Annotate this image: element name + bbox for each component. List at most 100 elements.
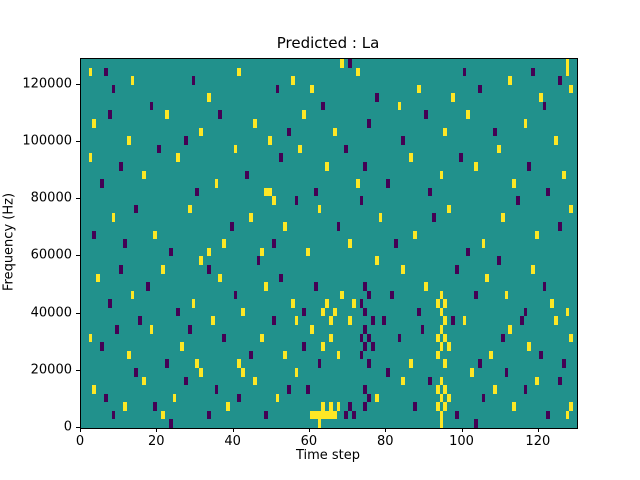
x-tick-mark xyxy=(308,428,310,432)
heatmap-cell-high xyxy=(294,316,299,326)
heatmap-cell-high xyxy=(325,161,329,171)
heatmap-cell-low xyxy=(546,410,551,420)
heatmap-cell-high xyxy=(569,333,574,343)
heatmap-cell-high xyxy=(126,136,131,145)
heatmap-cell-high xyxy=(187,204,192,214)
heatmap-cell-high xyxy=(435,299,440,308)
heatmap-cell-high xyxy=(565,67,570,77)
heatmap-cell-high xyxy=(439,290,444,300)
heatmap-cell-high xyxy=(332,127,337,137)
heatmap-cell-high xyxy=(409,153,413,162)
chart-title: Predicted : La xyxy=(276,34,380,52)
heatmap-cell-high xyxy=(348,316,352,326)
heatmap-cell-high xyxy=(451,93,455,102)
heatmap-cell-high xyxy=(351,299,356,308)
heatmap-cell-low xyxy=(134,204,139,214)
heatmap-cell-high xyxy=(538,93,543,102)
y-tick-label: 60000 xyxy=(30,247,72,263)
x-tick-mark xyxy=(156,428,158,432)
heatmap-cell-low xyxy=(466,247,471,257)
heatmap-cell-low xyxy=(157,144,162,154)
heatmap-cell-high xyxy=(180,342,184,351)
heatmap-cell-high xyxy=(489,350,494,360)
heatmap-cell-low xyxy=(100,179,104,188)
heatmap-cell-low xyxy=(294,196,299,205)
heatmap-cell-low xyxy=(386,179,391,188)
x-tick-mark xyxy=(385,428,387,432)
heatmap-cell-high xyxy=(443,299,448,308)
heatmap-cell-high xyxy=(340,290,345,300)
heatmap-cell-low xyxy=(393,239,398,248)
heatmap-cell-high xyxy=(309,325,314,334)
y-tick-mark xyxy=(76,427,80,428)
heatmap-cell-high xyxy=(401,376,406,386)
y-tick-mark xyxy=(76,312,80,314)
heatmap-cell-low xyxy=(557,76,562,85)
heatmap-cell-high xyxy=(172,393,177,403)
heatmap-cell-high xyxy=(439,325,444,334)
heatmap-cell-high xyxy=(435,333,440,343)
heatmap-cell-high xyxy=(473,161,478,171)
heatmap-cell-high xyxy=(313,410,318,420)
heatmap-cell-low xyxy=(214,385,219,394)
plot-area xyxy=(80,58,578,429)
heatmap-cell-high xyxy=(439,307,444,317)
heatmap-cell-low xyxy=(496,256,501,265)
heatmap-cell-low xyxy=(367,290,371,300)
heatmap-cell-low xyxy=(451,316,455,326)
heatmap-cell-high xyxy=(416,84,421,94)
heatmap-cell-low xyxy=(370,342,375,351)
heatmap-cell-high xyxy=(88,333,93,343)
heatmap-cell-high xyxy=(283,350,288,360)
heatmap-cell-high xyxy=(142,170,146,180)
heatmap-cell-low xyxy=(245,170,249,180)
heatmap-cell-high xyxy=(340,59,345,68)
heatmap-cell-low xyxy=(390,290,394,300)
heatmap-cell-high xyxy=(554,136,558,145)
heatmap-cell-high xyxy=(130,290,135,300)
heatmap-cell-low xyxy=(111,84,116,94)
heatmap-cell-high xyxy=(237,359,242,368)
y-tick-mark xyxy=(76,83,80,85)
heatmap-cell-low xyxy=(191,76,196,85)
heatmap-cell-high xyxy=(176,153,181,162)
heatmap-cell-low xyxy=(176,307,181,317)
heatmap-cell-high xyxy=(241,367,246,377)
heatmap-cell-low xyxy=(363,161,368,171)
heatmap-cell-high xyxy=(88,153,93,162)
heatmap-cell-low xyxy=(119,161,123,171)
heatmap-cell-high xyxy=(329,410,333,420)
heatmap-cell-high xyxy=(439,170,444,180)
heatmap-cell-high xyxy=(321,402,326,411)
heatmap-cell-low xyxy=(359,333,364,343)
y-axis-label: Frequency (Hz) xyxy=(1,192,17,292)
heatmap-cell-high xyxy=(412,230,417,240)
heatmap-cell-low xyxy=(515,196,520,205)
heatmap-cell-low xyxy=(370,316,375,326)
heatmap-cell-high xyxy=(496,144,501,154)
heatmap-cell-high xyxy=(283,222,288,231)
heatmap-cell-high xyxy=(214,179,219,188)
heatmap-cell-low xyxy=(348,402,352,411)
heatmap-cell-high xyxy=(218,273,223,283)
x-tick-label: 80 xyxy=(376,434,394,449)
heatmap-cell-low xyxy=(416,307,421,317)
heatmap-cell-low xyxy=(523,385,528,394)
heatmap-cell-high xyxy=(309,84,314,94)
heatmap-cell-high xyxy=(481,239,486,248)
y-tick-label: 100000 xyxy=(22,133,72,149)
heatmap-cell-high xyxy=(248,213,253,223)
heatmap-cell-low xyxy=(454,410,459,420)
heatmap-cell-low xyxy=(363,402,368,411)
heatmap-cell-low xyxy=(92,230,97,240)
heatmap-cell-low xyxy=(382,316,387,326)
y-tick-mark xyxy=(76,369,80,371)
heatmap-cell-high xyxy=(435,402,440,411)
heatmap-cell-high xyxy=(290,76,295,85)
heatmap-cell-high xyxy=(527,342,532,351)
heatmap-cell-low xyxy=(477,84,482,94)
heatmap-cell-low xyxy=(348,59,352,68)
heatmap-cell-low xyxy=(111,410,116,420)
heatmap-cell-low xyxy=(271,316,276,326)
heatmap-cell-low xyxy=(302,342,307,351)
